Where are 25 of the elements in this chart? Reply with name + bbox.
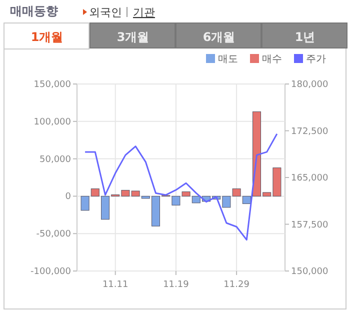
y-tick-label: 50,000 (40, 154, 72, 165)
x-tick-label: 11.11 (102, 280, 128, 290)
y-tick-label: -100,000 (30, 267, 72, 277)
y2-tick-label: 180,000 (291, 80, 328, 90)
legend-label: 주가 (306, 54, 326, 65)
y2-tick-label: 157,500 (291, 220, 328, 230)
y-tick-label: 0 (65, 192, 72, 202)
text: 외국인 (89, 6, 122, 19)
text: 기관 (133, 6, 155, 19)
y-tick-label: 100,000 (34, 117, 72, 128)
legend-label: 매수 (262, 54, 282, 65)
y-tick-label: -50,000 (36, 230, 72, 240)
text: 1개월 (30, 30, 64, 44)
text: 3개월 (116, 30, 150, 44)
text: 6개월 (202, 30, 236, 44)
x-tick-label: 11.19 (163, 280, 190, 290)
x-tick-label: 11.29 (224, 280, 250, 290)
text: 1년 (294, 30, 316, 44)
chart-title: 매매동향 (10, 4, 58, 18)
y2-tick-label: 165,000 (291, 174, 328, 184)
line-series (84, 133, 278, 241)
legend-label: 매도 (218, 54, 238, 65)
y-tick-label: 150,000 (34, 80, 72, 90)
y2-tick-label: 150,000 (291, 267, 328, 277)
y2-tick-label: 172,500 (291, 126, 328, 137)
